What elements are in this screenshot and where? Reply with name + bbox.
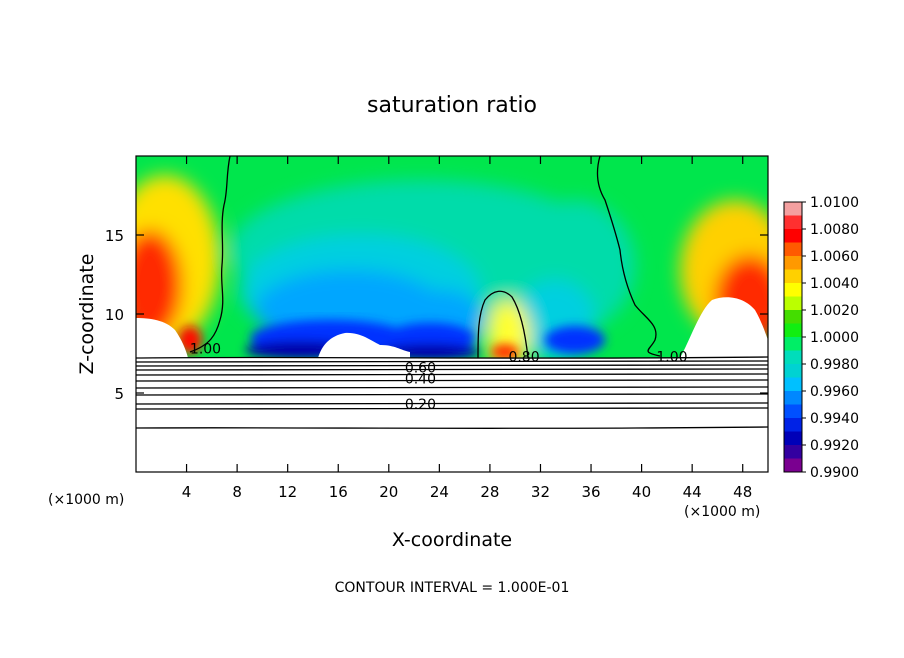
x-tick-label: 20 [379, 483, 398, 501]
x-tick-label: 32 [531, 483, 550, 501]
contour-interval-footer: CONTOUR INTERVAL = 1.000E-01 [335, 580, 570, 596]
colorbar-swatch [784, 377, 802, 392]
x-tick-label: 4 [182, 483, 192, 501]
colorbar-swatch [784, 418, 802, 432]
x-tick-label: 16 [329, 483, 348, 501]
colorbar-label: 1.0100 [810, 195, 859, 211]
contour-band-10 [136, 407, 768, 410]
x-tick-label: 48 [733, 483, 752, 501]
colorbar-label: 0.9940 [810, 411, 859, 427]
contour-band-2 [136, 360, 768, 363]
y-tick-label: 15 [105, 227, 124, 245]
contour-band-5 [136, 373, 768, 376]
x-tick-label: 40 [632, 483, 651, 501]
colorbar-swatch [784, 323, 802, 338]
contour-1-bump [477, 290, 529, 359]
colorbar-label: 0.9920 [810, 438, 859, 454]
field-white-lower [136, 358, 768, 472]
contour-band-3 [136, 364, 768, 367]
colorbar-swatch [784, 391, 802, 405]
colorbar-swatch [784, 350, 802, 365]
heatmap-field [136, 156, 768, 472]
colorbar-swatch [784, 310, 802, 324]
y-tick-label: 5 [114, 385, 124, 403]
contour-band-11 [136, 426, 768, 430]
colorbar-swatch [784, 364, 802, 378]
contour-band-9 [136, 402, 768, 405]
colorbar-label: 1.0040 [810, 276, 859, 292]
field-blue-band-3 [545, 326, 605, 354]
field-white-left-notch [136, 318, 188, 358]
colorbar-swatch [784, 431, 802, 446]
colorbar-swatch [784, 337, 802, 351]
x-tick-label: 12 [278, 483, 297, 501]
contour-label: 0.40 [405, 372, 436, 388]
colorbar-label: 0.9960 [810, 384, 859, 400]
colorbar-swatch [784, 202, 802, 216]
x-tick-label: 36 [581, 483, 600, 501]
field-white-mid-bump [318, 332, 410, 358]
contour-label: 1.00 [656, 349, 687, 365]
colorbar-label: 1.0080 [810, 222, 859, 238]
x-unit-label-left: (×1000 m) [48, 492, 124, 508]
colorbar-swatch [784, 256, 802, 270]
contour-band-8 [136, 393, 768, 396]
colorbar-swatch [784, 242, 802, 257]
contour-lines [136, 156, 768, 430]
x-tick-label: 24 [430, 483, 449, 501]
colorbar-label: 1.0000 [810, 330, 859, 346]
contour-label: 0.80 [508, 349, 539, 365]
colorbar-swatch [784, 458, 802, 473]
contour-band-1 [136, 356, 768, 359]
contour-band-7 [136, 386, 768, 389]
contour-band-6 [136, 379, 768, 382]
y-axis-title: Z-coordinate [76, 254, 98, 375]
contour-1-right [596, 156, 661, 357]
colorbar-label: 1.0060 [810, 249, 859, 265]
contour-label: 1.00 [190, 342, 221, 358]
colorbar-swatch [784, 283, 802, 297]
y-tick-label: 10 [105, 306, 124, 324]
field-white-right-notch [680, 297, 768, 358]
x-axis-title: X-coordinate [392, 529, 512, 551]
colorbar-label: 1.0020 [810, 303, 859, 319]
contour-1-left [189, 156, 231, 353]
colorbar-swatch [784, 404, 802, 419]
x-tick-label: 44 [683, 483, 702, 501]
colorbar-swatch [784, 229, 802, 243]
field-left-red [136, 230, 182, 340]
x-tick-label: 8 [232, 483, 242, 501]
x-tick-label: 28 [480, 483, 499, 501]
colorbar-swatch [784, 445, 802, 459]
chart-title: saturation ratio [367, 93, 537, 118]
contour-labels: 0.600.40 0.20 0.80 1.00 1.00 [190, 342, 688, 413]
field-red-bump [491, 344, 519, 360]
colorbar-swatch [784, 269, 802, 284]
colorbar-label: 0.9900 [810, 465, 859, 481]
contour-label: 0.60 [405, 360, 436, 376]
contour-label: 0.20 [405, 397, 436, 413]
colorbar-swatch [784, 215, 802, 230]
colorbar: 1.0100 1.0080 1.0060 1.0040 1.0020 1.0000 0.99… [783, 195, 859, 481]
colorbar-swatch [784, 296, 802, 311]
contour-band-4 [136, 368, 768, 371]
x-unit-label-right: (×1000 m) [684, 504, 760, 520]
colorbar-label: 0.9980 [810, 357, 859, 373]
